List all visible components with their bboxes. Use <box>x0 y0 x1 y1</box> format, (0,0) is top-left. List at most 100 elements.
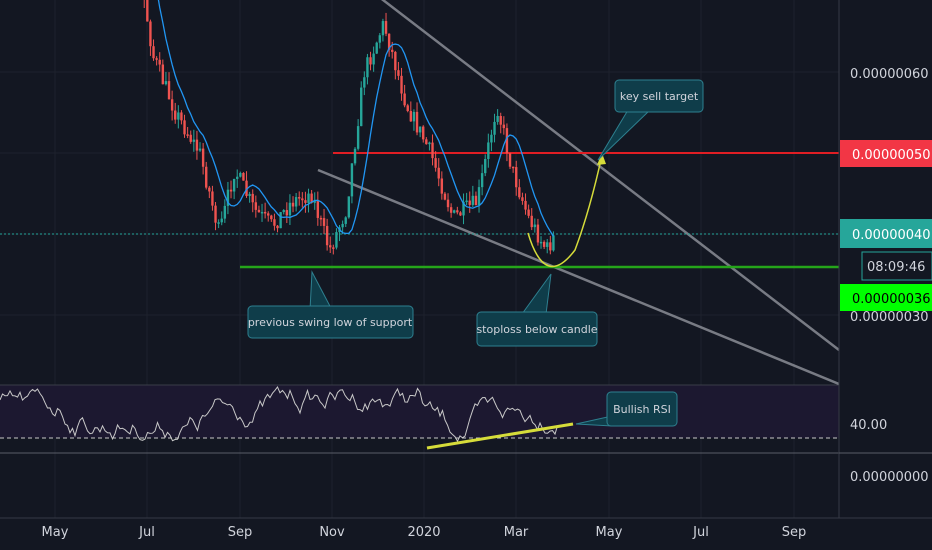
candle-body <box>279 212 282 229</box>
candle-body <box>164 81 168 85</box>
candle-body <box>487 142 490 159</box>
candle-body <box>549 242 552 251</box>
time-tick-label: Nov <box>319 525 345 540</box>
candle-body <box>515 167 518 188</box>
candle-body <box>282 210 285 213</box>
rsi-band <box>0 385 839 438</box>
candle-body <box>183 120 186 135</box>
lower-trend-line <box>317 168 840 386</box>
candle-body <box>453 210 456 213</box>
projection-arc <box>527 154 603 268</box>
candle-body <box>508 153 512 167</box>
candle-body <box>443 193 447 200</box>
rsi-scale-label: 40.00 <box>850 418 887 433</box>
candle-body <box>232 178 236 192</box>
candle-body <box>536 224 540 243</box>
candle-body <box>372 53 375 65</box>
candle-body <box>267 213 270 216</box>
candle-body <box>440 178 444 194</box>
candle-body <box>474 195 478 206</box>
price-tick-label: 0.00000060 <box>850 67 929 82</box>
candle-body <box>412 111 416 122</box>
candle-body <box>205 166 208 188</box>
candle-body <box>446 199 450 208</box>
candle-body <box>384 21 388 34</box>
candle-body <box>248 193 251 196</box>
candle-body <box>208 187 211 192</box>
candle-body <box>211 191 214 206</box>
candle-body <box>422 126 425 140</box>
candle-body <box>428 142 431 145</box>
candle-body <box>366 57 369 78</box>
candle-body <box>403 93 406 106</box>
candle-body <box>288 202 292 216</box>
candle-body <box>465 200 468 203</box>
candle-body <box>484 158 487 174</box>
candle-body <box>533 224 537 228</box>
candle-body <box>149 21 152 47</box>
candle-body <box>263 211 267 214</box>
candle-body <box>502 124 506 129</box>
candle-body <box>192 139 196 142</box>
candle-body <box>552 235 555 251</box>
candle-body <box>186 134 189 136</box>
candle-body <box>152 46 155 59</box>
candle-body <box>322 218 326 226</box>
candle-body <box>378 35 382 43</box>
candle-body <box>260 211 264 214</box>
grid-lines <box>0 0 839 518</box>
callout-key-sell-target: key sell target <box>597 79 704 161</box>
candle-body <box>158 59 161 65</box>
candle-body <box>394 51 397 71</box>
candle-body <box>521 197 524 201</box>
candle-body <box>180 112 183 121</box>
time-tick-label: Jul <box>138 525 155 540</box>
candle-body <box>477 187 481 206</box>
callout-bullish-rsi: Bullish RSI <box>575 391 678 427</box>
candle-body <box>273 219 276 226</box>
callout-bullish-rsi-box <box>606 391 678 427</box>
candle-body <box>195 139 199 151</box>
candle-body <box>353 148 357 164</box>
candle-body <box>425 139 428 145</box>
upper-trend-line <box>380 0 840 351</box>
candle-body <box>146 0 149 22</box>
candle-body <box>511 166 515 169</box>
candle-body <box>177 112 180 120</box>
candle-body <box>276 225 279 229</box>
candle-body <box>459 212 462 216</box>
target-price-badge-text: 0.00000050 <box>852 148 931 163</box>
callout-stoploss: stoploss below candle <box>476 273 598 347</box>
candle-body <box>155 58 158 60</box>
candle-body <box>480 173 484 188</box>
candle-body <box>301 198 304 201</box>
candle-body <box>251 193 254 203</box>
candle-body <box>285 210 289 216</box>
moving-average-line <box>157 0 554 237</box>
candle-body <box>518 187 521 198</box>
candle-body <box>542 241 546 247</box>
support-price-badge <box>840 284 932 311</box>
candle-body <box>546 242 549 247</box>
price-tick-label: 0.00000030 <box>850 310 929 325</box>
candle-body <box>524 200 527 210</box>
callout-stoploss-box <box>476 311 598 347</box>
candle-body <box>242 172 245 181</box>
time-tick-label: 2020 <box>407 525 440 540</box>
candle-body <box>418 126 422 133</box>
candle-body <box>307 193 310 203</box>
candle-body <box>363 77 366 88</box>
candle-body <box>294 197 298 207</box>
current-price-badge-text: 0.00000040 <box>852 228 931 243</box>
candle-body <box>198 148 202 151</box>
candle-body <box>505 128 509 154</box>
candle-body <box>229 189 233 192</box>
candle-body <box>456 210 459 213</box>
candle-body <box>431 142 434 159</box>
time-tick-label: Sep <box>228 525 253 540</box>
support-price-badge-text: 0.00000036 <box>852 292 931 307</box>
candle-body <box>539 241 543 244</box>
candle-body <box>298 197 301 199</box>
candle-body <box>313 201 316 203</box>
